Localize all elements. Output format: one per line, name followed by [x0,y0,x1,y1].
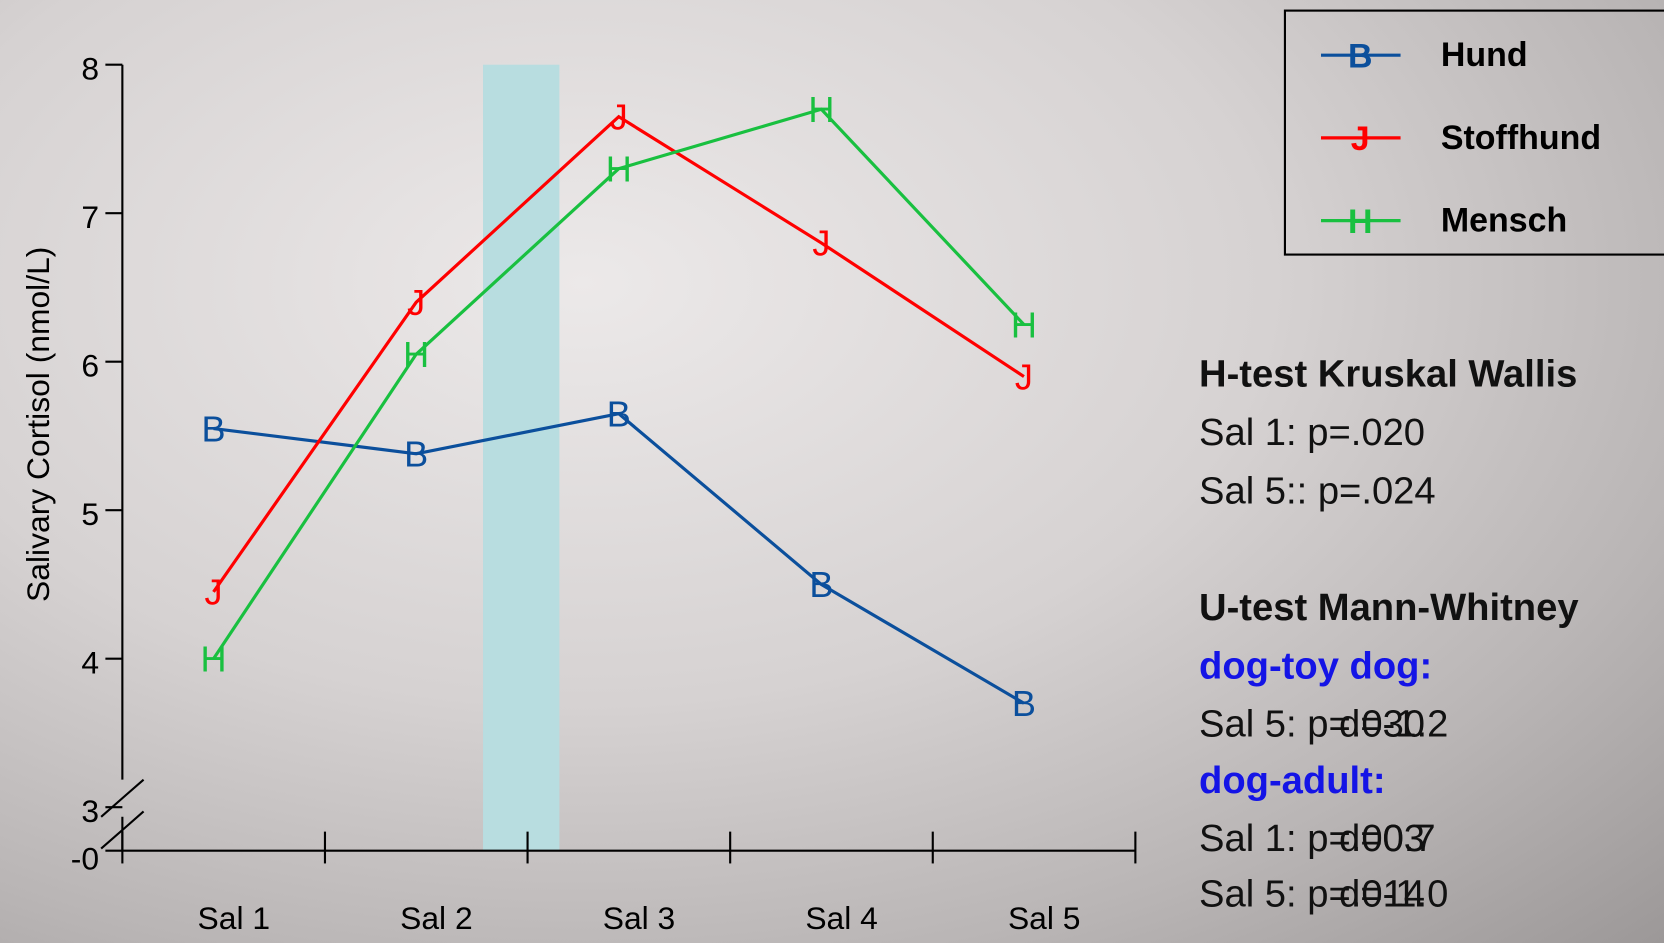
y-tick-label: 5 [81,496,99,532]
y-axis-label: Salivary Cortisol (nmol/L) [20,247,56,602]
series-line [214,414,1024,704]
y-tick-label: 6 [81,347,99,383]
legend-marker: H [1348,203,1373,241]
legend: B Hund J Stoffhund H Mensch [1285,11,1664,255]
stats-line: Sal 1: p=.020 [1199,411,1425,454]
y-tick-label: 3 [81,793,99,829]
legend-marker: B [1348,37,1373,75]
point-marker: B [1012,683,1036,724]
y-tick-label: 7 [81,199,99,235]
y-tick-label: 4 [81,644,99,680]
x-tick-label: Sal 1 [198,900,271,936]
effect-size: d=0.7 [1339,817,1436,860]
stats-title: U-test Mann-Whitney [1199,586,1579,629]
x-tick-label: Sal 5 [1008,900,1081,936]
effect-size: d=-1.0 [1339,872,1448,915]
stats: H-test Kruskal Wallis Sal 1: p=.020 Sal … [1199,353,1579,916]
x-tick-label: Sal 2 [400,900,473,936]
y-tick-label: 8 [81,50,99,86]
point-marker: B [607,393,631,434]
point-marker: H [403,334,429,375]
effect-size: d=-1.2 [1339,703,1448,746]
legend-marker: J [1351,120,1370,158]
x-tick-label: Sal 3 [603,900,676,936]
x-tick-label: Sal 4 [805,900,878,936]
point-marker: J [610,96,628,137]
stats-title: H-test Kruskal Wallis [1199,353,1577,396]
point-marker: J [205,572,223,613]
point-marker: J [407,282,425,323]
point-marker: B [809,564,833,605]
chart: 3 4 5 6 7 8 -0 Sal 1 Sal 2 Sal 3 Sal 4 Sal 5 B B B B B J J… [71,50,1136,936]
group-title: dog-adult: [1199,759,1386,802]
group-title: dog-toy dog: [1199,644,1432,687]
legend-label: Stoffhund [1441,119,1601,157]
y-tick-label: -0 [71,841,99,877]
point-marker: B [202,408,226,449]
point-marker: H [606,148,632,189]
point-marker: B [404,433,428,474]
point-marker: H [808,89,834,130]
point-marker: J [1015,356,1033,397]
point-marker: H [201,638,227,679]
legend-label: Mensch [1441,202,1567,240]
point-marker: J [812,223,830,264]
page: 3 4 5 6 7 8 -0 Sal 1 Sal 2 Sal 3 Sal 4 Sal 5 B B B B B J J… [0,0,1664,943]
stats-line: Sal 5:: p=.024 [1199,469,1436,512]
point-marker: H [1011,304,1037,345]
series-line [214,109,1024,658]
slide: 3 4 5 6 7 8 -0 Sal 1 Sal 2 Sal 3 Sal 4 Sal 5 B B B B B J J… [0,0,1664,943]
legend-label: Hund [1441,36,1528,74]
